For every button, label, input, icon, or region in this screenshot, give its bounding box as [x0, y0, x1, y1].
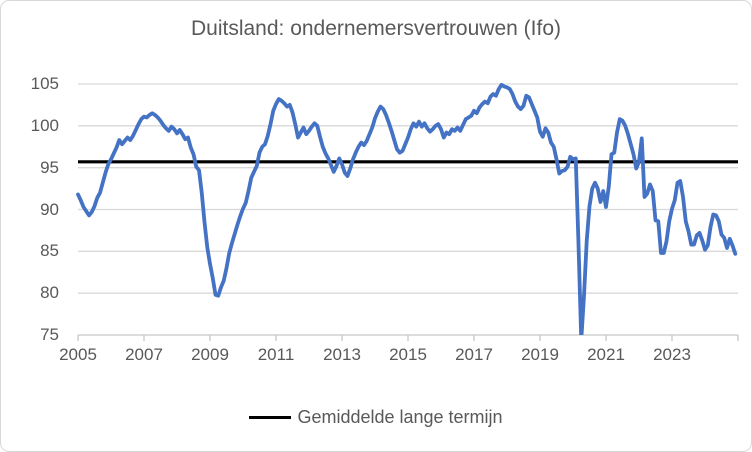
legend: Gemiddelde lange termijn: [1, 403, 751, 431]
chart-title: Duitsland: ondernemersvertrouwen (Ifo): [190, 17, 561, 40]
y-axis-label: 90: [40, 199, 59, 219]
legend-label: Gemiddelde lange termijn: [297, 406, 503, 427]
x-axis-label: 2019: [521, 345, 559, 364]
average-line-swatch-icon: [249, 415, 292, 419]
y-axis-label: 105: [30, 74, 59, 93]
y-axis-label: 85: [40, 241, 59, 261]
x-axis-label: 2009: [191, 345, 229, 364]
x-axis-label: 2023: [653, 345, 691, 364]
x-axis-label: 2013: [323, 345, 361, 364]
y-axis-label: 95: [40, 157, 59, 177]
x-axis-label: 2021: [587, 345, 625, 364]
x-axis-label: 2007: [125, 345, 163, 364]
y-axis-label: 80: [40, 283, 59, 303]
y-axis-label: 100: [30, 115, 59, 135]
x-axis-label: 2017: [455, 345, 493, 364]
x-axis-label: 2005: [59, 345, 97, 364]
x-axis: [77, 335, 739, 341]
gridlines: [78, 83, 738, 336]
x-axis-label: 2015: [389, 345, 427, 364]
y-axis-label: 75: [40, 325, 59, 344]
x-axis-label: 2011: [257, 345, 295, 364]
ifo-series-line: [76, 82, 738, 335]
